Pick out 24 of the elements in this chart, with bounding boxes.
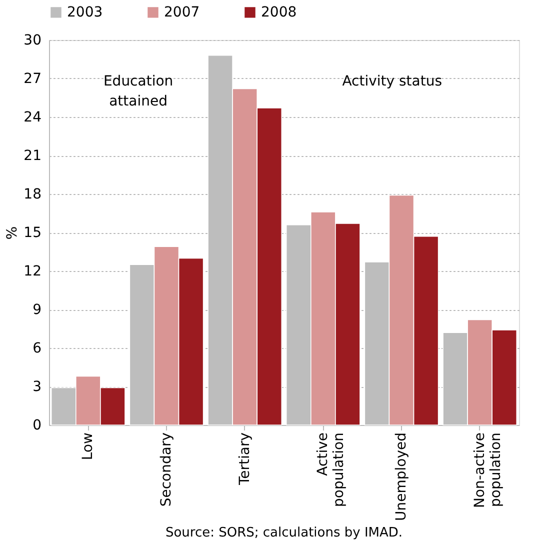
x-tick-label: Non-active population: [472, 432, 504, 508]
legend-label: 2007: [164, 4, 200, 20]
y-tick-label: 27: [24, 71, 42, 87]
y-tick-label: 30: [24, 32, 42, 48]
legend-label: 2008: [261, 4, 297, 20]
legend-label: 2003: [67, 4, 103, 20]
annotation: Activity status: [342, 74, 442, 90]
y-tick-label: 15: [24, 225, 42, 241]
x-tick-label: Unemployed: [394, 432, 410, 521]
annotation: Education attained: [103, 74, 174, 110]
source-note: Source: SORS; calculations by IMAD.: [165, 526, 403, 540]
y-tick-label: 12: [24, 264, 42, 280]
y-tick-label: 18: [24, 186, 42, 202]
y-axis-title: %: [4, 226, 21, 240]
y-tick-label: 0: [32, 418, 42, 434]
y-tick-label: 6: [32, 340, 42, 356]
x-tick-label: Low: [80, 432, 96, 460]
y-tick-label: 21: [24, 148, 42, 164]
y-tick-label: 9: [32, 302, 42, 318]
x-tick-label: Active population: [315, 432, 348, 507]
x-tick-label: Secondary: [158, 432, 174, 507]
x-tick-label: Tertiary: [236, 432, 253, 486]
y-tick-label: 3: [32, 379, 42, 395]
y-tick-label: 24: [24, 110, 42, 126]
